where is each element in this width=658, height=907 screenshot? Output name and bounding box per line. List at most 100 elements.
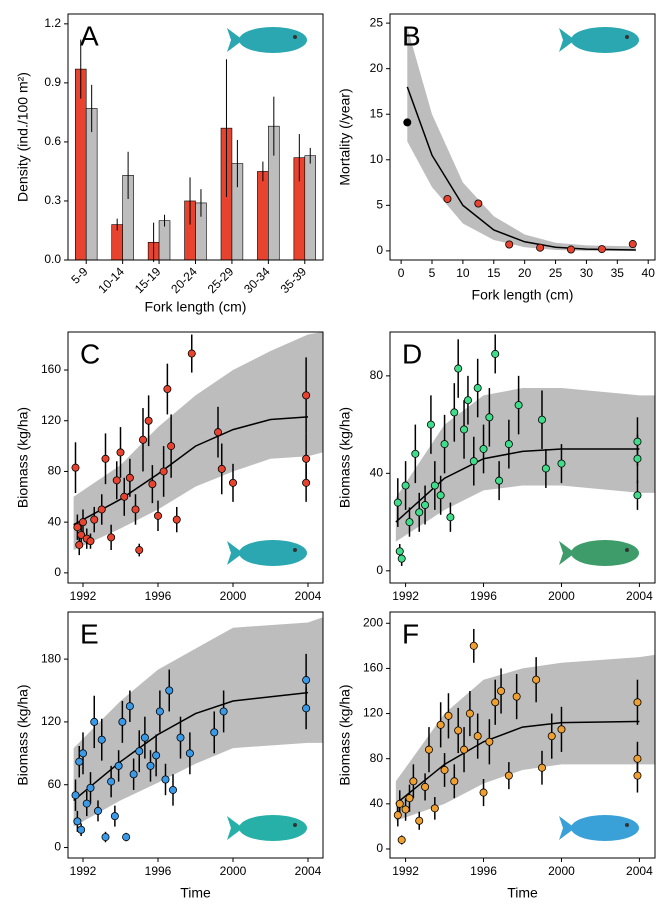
y-tick-label: 80 xyxy=(370,751,384,765)
point xyxy=(90,515,99,524)
x-tick-label: 5-9 xyxy=(68,264,90,286)
point xyxy=(633,454,642,463)
point xyxy=(159,467,168,476)
point xyxy=(163,385,172,394)
point xyxy=(415,816,424,825)
y-tick-label: 80 xyxy=(370,368,384,382)
fish-tail xyxy=(559,816,575,840)
point xyxy=(75,757,84,766)
point xyxy=(71,463,80,472)
fish-body xyxy=(239,815,307,841)
plot-frame xyxy=(67,331,324,584)
point xyxy=(463,396,472,405)
point xyxy=(302,704,311,713)
point xyxy=(152,751,161,760)
y-tick-label: 0.9 xyxy=(44,75,61,89)
y-tick-label: 1.2 xyxy=(44,16,61,30)
point xyxy=(421,782,430,791)
mean-line xyxy=(73,691,309,802)
x-tick-label: 1992 xyxy=(70,589,97,603)
x-tick-label: 1992 xyxy=(392,864,419,878)
fish-body xyxy=(571,540,639,566)
fish-tail xyxy=(227,541,243,565)
fish-eye xyxy=(293,548,297,552)
point xyxy=(161,775,170,784)
point xyxy=(122,833,131,842)
point xyxy=(138,435,147,444)
fish-body xyxy=(571,815,639,841)
mean-line xyxy=(406,86,636,251)
point xyxy=(116,448,125,457)
point xyxy=(491,349,500,358)
y-axis-label: Density (ind./100 m²) xyxy=(15,72,31,202)
point xyxy=(217,464,226,473)
point xyxy=(97,735,106,744)
point xyxy=(129,770,138,779)
band xyxy=(73,332,323,551)
plot-frame xyxy=(389,611,656,859)
point xyxy=(473,732,482,741)
point xyxy=(168,785,177,794)
point xyxy=(537,415,546,424)
panel-label: D xyxy=(402,338,422,369)
y-tick-label: 180 xyxy=(41,651,61,665)
point xyxy=(557,725,566,734)
x-tick-label: 30-34 xyxy=(241,264,273,296)
point xyxy=(633,437,642,446)
point xyxy=(633,754,642,763)
point xyxy=(597,245,606,254)
x-tick-label: 2004 xyxy=(626,864,653,878)
point xyxy=(566,245,575,254)
x-tick-label: 0 xyxy=(398,266,405,280)
point xyxy=(424,745,433,754)
point xyxy=(536,243,545,252)
fish-body xyxy=(239,27,307,53)
x-tick-label: 2000 xyxy=(220,864,247,878)
x-axis-label: Fork length (cm) xyxy=(145,299,247,315)
x-tick-label: 1996 xyxy=(470,589,497,603)
point xyxy=(79,518,88,527)
y-tick-label: 0.3 xyxy=(44,193,61,207)
y-tick-label: 160 xyxy=(41,362,61,376)
bar xyxy=(257,171,269,261)
point xyxy=(148,480,157,489)
x-axis-label: Time xyxy=(507,885,538,901)
point xyxy=(302,478,311,487)
point xyxy=(628,240,637,249)
point xyxy=(135,546,144,555)
y-tick-label: 160 xyxy=(363,661,383,675)
point xyxy=(454,726,463,735)
point xyxy=(107,777,116,786)
point xyxy=(210,728,219,737)
point xyxy=(504,771,513,780)
point xyxy=(146,761,155,770)
x-tick-label: 20 xyxy=(518,266,532,280)
point xyxy=(101,454,110,463)
mean-line xyxy=(395,720,640,805)
point xyxy=(397,554,406,563)
point xyxy=(395,547,404,556)
y-tick-label: 40 xyxy=(370,796,384,810)
x-tick-label: 2004 xyxy=(295,864,322,878)
fish-body xyxy=(239,540,307,566)
x-tick-label: 2000 xyxy=(220,589,247,603)
point xyxy=(450,777,459,786)
band xyxy=(395,654,655,821)
point xyxy=(302,676,311,685)
point xyxy=(118,717,127,726)
point xyxy=(436,720,445,729)
point xyxy=(537,763,546,772)
fish-body xyxy=(571,27,639,53)
point xyxy=(397,835,406,844)
point xyxy=(86,537,95,546)
x-tick-label: 2004 xyxy=(626,589,653,603)
mean-line xyxy=(73,416,309,526)
point xyxy=(302,391,311,400)
point xyxy=(444,711,453,720)
x-tick-label: 15 xyxy=(487,266,501,280)
point xyxy=(165,686,174,695)
point xyxy=(426,420,435,429)
point xyxy=(479,444,488,453)
point xyxy=(393,498,402,507)
